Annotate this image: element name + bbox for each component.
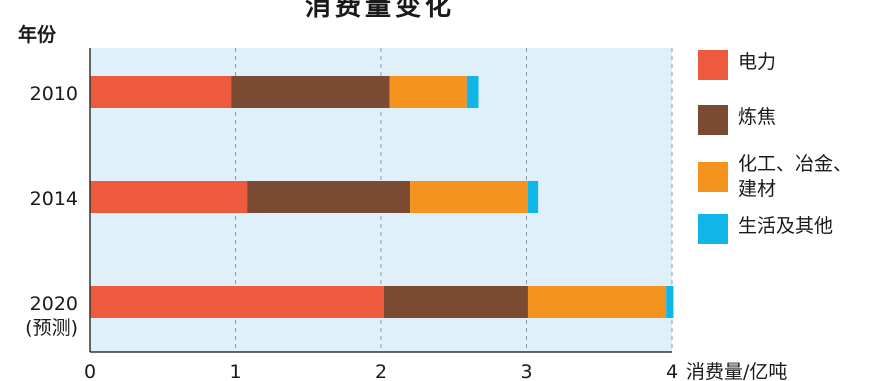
y-tick-label: 2014 <box>30 188 78 210</box>
y-tick-label: 2010 <box>30 83 78 105</box>
bar-segment <box>527 181 539 213</box>
chart-title: 消费量变化 <box>304 0 455 22</box>
bar-segment <box>383 286 528 318</box>
legend-item-chemical-metallurgy-building: 化工、冶金、 建材 <box>698 152 884 202</box>
y-axis-title: 年份 <box>18 24 57 46</box>
bar-segment <box>527 286 667 318</box>
x-tick-label: 1 <box>229 361 241 381</box>
x-tick-label: 0 <box>84 361 96 381</box>
legend-item-living-other: 生活及其他 <box>698 214 884 244</box>
bar-segment <box>389 76 467 108</box>
legend-swatch <box>698 50 728 80</box>
bar-segment <box>90 76 232 108</box>
bar-segment <box>90 286 384 318</box>
bar-segment <box>247 181 411 213</box>
x-tick-label: 4 <box>666 361 678 381</box>
legend-swatch <box>698 214 728 244</box>
legend-label: 电力 <box>738 51 777 73</box>
legend-label: 生活及其他 <box>738 215 834 237</box>
legend-item-coking: 炼焦 <box>698 105 884 135</box>
bar-segment <box>666 286 674 318</box>
legend-label: 化工、冶金、 建材 <box>738 153 853 200</box>
legend-item-electricity: 电力 <box>698 50 884 80</box>
y-tick-label: (预测) <box>25 317 78 339</box>
bar-segment <box>90 181 248 213</box>
legend-swatch <box>698 162 728 192</box>
legend-swatch <box>698 105 728 135</box>
legend-label: 炼焦 <box>738 106 777 128</box>
x-axis-title: 消费量/亿吨 <box>686 361 787 381</box>
bar-segment <box>466 76 479 108</box>
y-tick-label: 2020 <box>30 293 78 315</box>
x-tick-label: 2 <box>375 361 387 381</box>
bar-segment <box>231 76 390 108</box>
bar-segment <box>410 181 528 213</box>
x-tick-label: 3 <box>520 361 532 381</box>
